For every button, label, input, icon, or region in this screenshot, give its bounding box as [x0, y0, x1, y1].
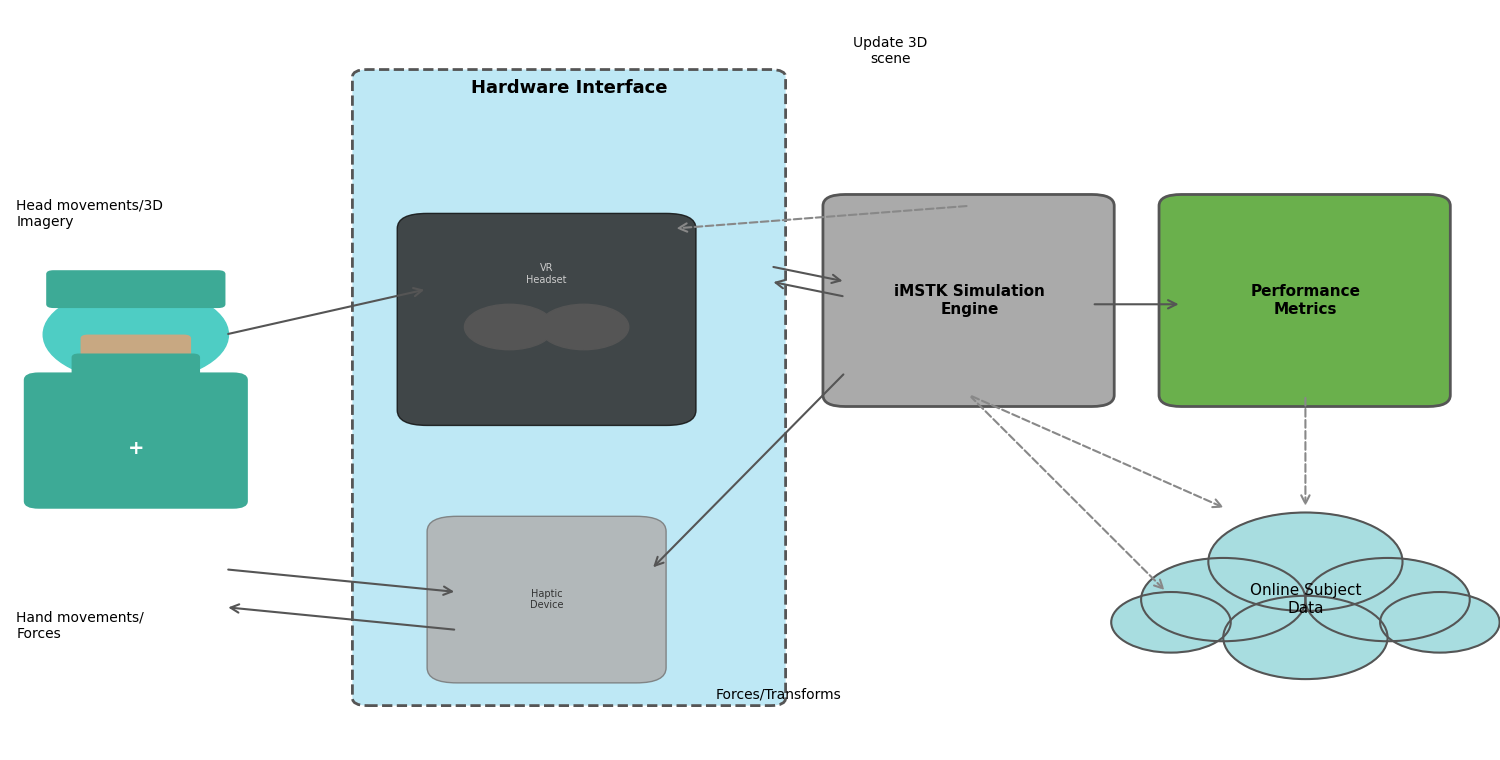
Text: Performance
Metrics: Performance Metrics — [1251, 284, 1360, 317]
FancyBboxPatch shape — [824, 195, 1114, 407]
Circle shape — [44, 287, 228, 382]
Text: Haptic
Device: Haptic Device — [530, 589, 564, 610]
FancyBboxPatch shape — [72, 353, 200, 391]
Text: Hand movements/
Forces: Hand movements/ Forces — [16, 611, 144, 641]
Circle shape — [1224, 596, 1388, 679]
Circle shape — [538, 304, 628, 350]
FancyBboxPatch shape — [1160, 195, 1450, 407]
Text: VR
Headset: VR Headset — [526, 263, 567, 285]
Circle shape — [1209, 512, 1402, 611]
FancyBboxPatch shape — [352, 69, 786, 705]
Circle shape — [1142, 558, 1305, 641]
FancyBboxPatch shape — [81, 334, 190, 369]
Circle shape — [1305, 558, 1470, 641]
FancyBboxPatch shape — [24, 372, 248, 508]
Circle shape — [1112, 592, 1230, 653]
Text: +: + — [128, 439, 144, 458]
FancyBboxPatch shape — [398, 214, 696, 426]
Text: Update 3D
scene: Update 3D scene — [853, 36, 927, 65]
Circle shape — [1380, 592, 1500, 653]
Text: Forces/Transforms: Forces/Transforms — [716, 687, 842, 701]
Circle shape — [465, 304, 554, 350]
Text: iMSTK Simulation
Engine: iMSTK Simulation Engine — [894, 284, 1046, 317]
Text: Online Subject
Data: Online Subject Data — [1250, 584, 1360, 616]
Text: Head movements/3D
Imagery: Head movements/3D Imagery — [16, 198, 164, 229]
FancyBboxPatch shape — [427, 516, 666, 683]
Text: Hardware Interface: Hardware Interface — [471, 80, 668, 97]
FancyBboxPatch shape — [46, 271, 225, 308]
